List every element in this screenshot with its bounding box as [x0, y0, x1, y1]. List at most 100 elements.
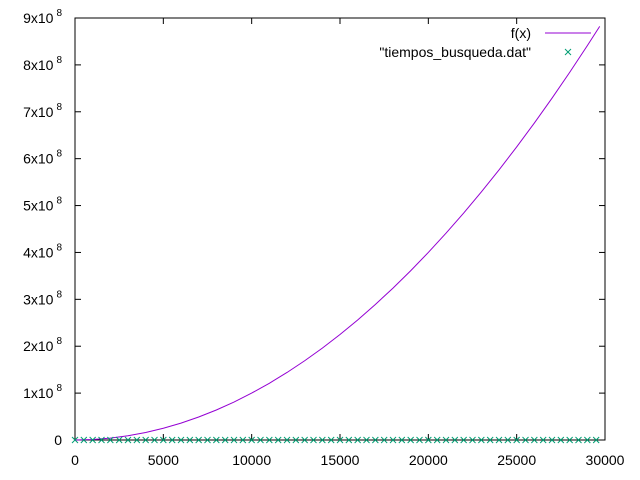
data-point [557, 436, 565, 444]
data-point [159, 436, 167, 444]
data-point [513, 436, 521, 444]
data-point [168, 436, 176, 444]
y-tick-label: 9x10 8 [23, 8, 62, 26]
data-point [115, 436, 123, 444]
series-layer [71, 26, 601, 444]
data-point [230, 436, 238, 444]
x-tick-label: 30000 [586, 452, 625, 468]
data-point [142, 436, 150, 444]
legend-marker-swatch [564, 48, 572, 56]
y-tick-mantissa: 7x10 [23, 104, 54, 120]
data-point [416, 436, 423, 444]
x-tick-label: 10000 [232, 452, 271, 468]
y-tick-label: 1x10 8 [23, 383, 62, 401]
y-tick-exponent: 8 [56, 336, 62, 347]
data-point [583, 436, 591, 444]
data-point [566, 436, 574, 444]
y-tick-exponent: 8 [56, 383, 62, 394]
data-point [204, 436, 211, 444]
data-point [548, 436, 556, 444]
y-tick-label: 8x10 8 [23, 55, 62, 73]
data-point [469, 436, 476, 444]
y-tick-label: 7x10 8 [23, 102, 62, 120]
data-point [177, 436, 185, 444]
data-point [442, 436, 450, 444]
data-point [424, 436, 432, 444]
y-tick-exponent: 8 [56, 102, 62, 113]
y-tick-label: 5x10 8 [23, 196, 62, 214]
y-tick-exponent: 8 [56, 242, 62, 253]
data-point [257, 436, 264, 444]
series-line-f-x [74, 26, 601, 441]
data-point [380, 436, 388, 444]
legend-label: "tiempos_busqueda.dat" [379, 44, 531, 60]
data-point [151, 436, 158, 444]
data-point [407, 436, 415, 444]
data-point [371, 436, 379, 444]
data-point [327, 436, 335, 444]
plot-frame [74, 17, 606, 441]
data-point [389, 436, 397, 444]
data-point [292, 436, 300, 444]
x-tick-label: 20000 [409, 452, 448, 468]
data-point [504, 436, 512, 444]
data-point [106, 436, 114, 444]
x-axis: 0 5000 10000 15000 20000 25000 30000 [71, 18, 625, 468]
data-point [592, 436, 600, 444]
x-tick-label: 15000 [321, 452, 360, 468]
y-tick-mantissa: 2x10 [23, 338, 54, 354]
data-point [248, 436, 256, 444]
y-tick-mantissa: 9x10 [23, 10, 54, 26]
data-point [310, 436, 317, 444]
data-point [265, 436, 273, 444]
data-point [522, 436, 529, 444]
data-point [212, 436, 220, 444]
data-point [301, 436, 309, 444]
data-point [433, 436, 441, 444]
data-point [124, 436, 132, 444]
data-point [98, 436, 105, 444]
data-point [354, 436, 362, 444]
data-point [283, 436, 291, 444]
data-point [451, 436, 459, 444]
y-tick-label: 6x10 8 [23, 149, 62, 167]
data-point [539, 436, 547, 444]
data-point [398, 436, 406, 444]
y-tick-label: 2x10 8 [23, 336, 62, 354]
data-point [486, 436, 494, 444]
data-point [363, 436, 370, 444]
data-point [239, 436, 247, 444]
y-tick-exponent: 8 [56, 8, 62, 19]
data-point [318, 436, 326, 444]
data-point [221, 436, 229, 444]
y-tick-mantissa: 1x10 [23, 385, 54, 401]
y-tick-mantissa: 4x10 [23, 244, 54, 260]
data-point [71, 436, 79, 444]
data-point [133, 436, 141, 444]
y-tick-mantissa: 6x10 [23, 151, 54, 167]
data-point [495, 436, 503, 444]
y-tick-mantissa: 5x10 [23, 198, 54, 214]
y-tick-exponent: 8 [56, 149, 62, 160]
y-tick-exponent: 8 [56, 196, 62, 207]
y-tick-label: 4x10 8 [23, 242, 62, 260]
data-point [195, 436, 203, 444]
y-tick-exponent: 8 [56, 289, 62, 300]
y-tick-exponent: 8 [56, 55, 62, 66]
x-tick-label: 0 [71, 452, 79, 468]
y-tick-mantissa: 8x10 [23, 57, 54, 73]
y-tick-label: 3x10 8 [23, 289, 62, 307]
data-point [274, 436, 282, 444]
data-point [186, 436, 194, 444]
legend-label: f(x) [511, 25, 531, 41]
data-point [89, 436, 97, 444]
data-point [477, 436, 485, 444]
data-point [530, 436, 538, 444]
x-tick-label: 25000 [497, 452, 536, 468]
y-tick-label: 0 [54, 432, 62, 448]
x-tick-label: 5000 [148, 452, 179, 468]
y-tick-mantissa: 3x10 [23, 291, 54, 307]
data-point [336, 436, 344, 444]
